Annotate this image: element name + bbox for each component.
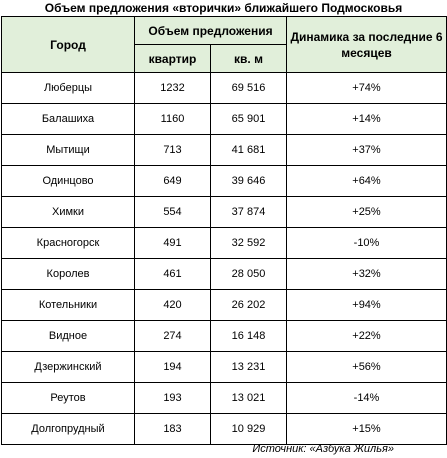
header-apartments: квартир [134, 44, 211, 73]
cell-city: Люберцы [1, 72, 135, 104]
cell-area: 10 929 [210, 413, 287, 445]
cell-apartments: 491 [134, 227, 211, 259]
cell-city: Химки [1, 196, 135, 228]
cell-dynamics: +25% [286, 196, 447, 228]
cell-apartments: 649 [134, 165, 211, 197]
table-row: Химки 554 37 874 +25% [1, 196, 447, 228]
table-row: Долгопрудный 183 10 929 +15% [1, 413, 447, 445]
cell-apartments: 1232 [134, 72, 211, 104]
table-row: Красногорск 491 32 592 -10% [1, 227, 447, 259]
table-row: Реутов 193 13 021 -14% [1, 382, 447, 414]
cell-area: 32 592 [210, 227, 287, 259]
table-row: Дзержинский 194 13 231 +56% [1, 351, 447, 383]
cell-dynamics: -10% [286, 227, 447, 259]
subheader-row: квартир кв. м [2, 44, 447, 73]
table-title: Объем предложения «вторички» ближайшего … [44, 1, 403, 15]
cell-dynamics: +15% [286, 413, 447, 445]
cell-city: Красногорск [1, 227, 135, 259]
cell-area: 41 681 [210, 134, 287, 166]
table-body: Люберцы 1232 69 516 +74% Балашиха 1160 6… [1, 72, 447, 445]
cell-dynamics: +94% [286, 289, 447, 321]
cell-area: 65 901 [210, 103, 287, 135]
cell-apartments: 183 [134, 413, 211, 445]
cell-dynamics: +22% [286, 320, 447, 352]
cell-city: Королев [1, 258, 135, 290]
cell-dynamics: -14% [286, 382, 447, 414]
cell-city: Долгопрудный [1, 413, 135, 445]
table-row: Балашиха 1160 65 901 +14% [1, 103, 447, 135]
cell-area: 13 231 [210, 351, 287, 383]
header-dynamics: Динамика за последние 6 месяцев [286, 16, 447, 73]
table-row: Королев 461 28 050 +32% [1, 258, 447, 290]
cell-city: Котельники [1, 289, 135, 321]
cell-dynamics: +64% [286, 165, 447, 197]
cell-apartments: 554 [134, 196, 211, 228]
cell-area: 16 148 [210, 320, 287, 352]
cell-apartments: 420 [134, 289, 211, 321]
supply-table: Город Объем предложения Динамика за посл… [1, 16, 447, 445]
table-row: Котельники 420 26 202 +94% [1, 289, 447, 321]
cell-city: Реутов [1, 382, 135, 414]
cell-area: 69 516 [210, 72, 287, 104]
cell-area: 28 050 [210, 258, 287, 290]
cell-dynamics: +56% [286, 351, 447, 383]
cell-apartments: 461 [134, 258, 211, 290]
table-row: Одинцово 649 39 646 +64% [1, 165, 447, 197]
cell-apartments: 1160 [134, 103, 211, 135]
cell-area: 26 202 [210, 289, 287, 321]
header-area: кв. м [210, 44, 287, 73]
cell-city: Мытищи [1, 134, 135, 166]
cell-dynamics: +74% [286, 72, 447, 104]
table-row: Люберцы 1232 69 516 +74% [1, 72, 447, 104]
cell-apartments: 193 [134, 382, 211, 414]
cell-dynamics: +32% [286, 258, 447, 290]
cell-apartments: 713 [134, 134, 211, 166]
cell-area: 39 646 [210, 165, 287, 197]
cell-city: Дзержинский [1, 351, 135, 383]
cell-city: Одинцово [1, 165, 135, 197]
header-city: Город [1, 16, 135, 73]
source-note: Источник: «Азбука Жилья» [252, 443, 394, 455]
cell-apartments: 194 [134, 351, 211, 383]
cell-apartments: 274 [134, 320, 211, 352]
cell-city: Видное [1, 320, 135, 352]
cell-dynamics: +37% [286, 134, 447, 166]
cell-city: Балашиха [1, 103, 135, 135]
cell-area: 13 021 [210, 382, 287, 414]
cell-area: 37 874 [210, 196, 287, 228]
header-row: Город Объем предложения Динамика за посл… [1, 16, 447, 73]
table-row: Мытищи 713 41 681 +37% [1, 134, 447, 166]
table-row: Видное 274 16 148 +22% [1, 320, 447, 352]
cell-dynamics: +14% [286, 103, 447, 135]
header-supply: Объем предложения [134, 16, 287, 45]
